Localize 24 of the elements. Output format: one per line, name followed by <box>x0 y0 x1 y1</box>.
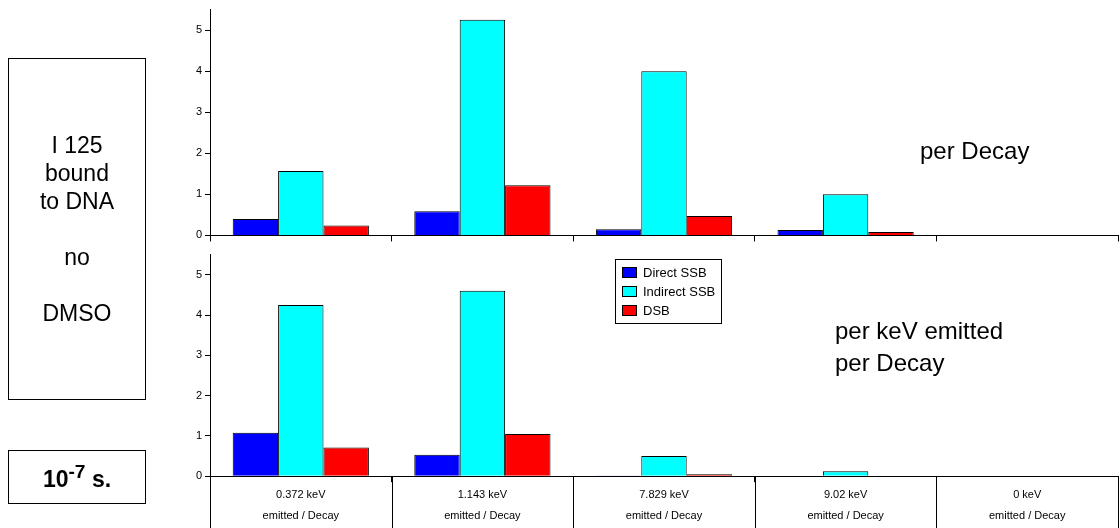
x-tick-label: 0 keV emitted / Decay <box>988 487 1066 521</box>
legend-label: DSB <box>643 302 670 320</box>
x-tick-label: 0.372 keV emitted / Decay <box>262 487 340 521</box>
text: I 125 bound to DNA no DMSO <box>39 132 115 326</box>
y-tick-label: 2 <box>195 146 202 159</box>
annotation: per Decay <box>920 136 1030 166</box>
y-tick-label: 2 <box>195 388 202 401</box>
y-tick-label: 0 <box>195 469 202 482</box>
x-tick-label: 1.143 keV emitted / Decay <box>444 487 522 521</box>
y-tick-label: 4 <box>195 64 202 77</box>
x-tick-label: 7.829 keV emitted / Decay <box>625 487 703 521</box>
y-tick-label: 5 <box>195 267 202 280</box>
x-tick-label: 9.02 keV emitted / Decay <box>807 487 885 521</box>
text: 10$^{-7}$ s. <box>42 461 112 493</box>
y-tick-label: 1 <box>195 187 202 200</box>
y-tick-label: 3 <box>195 105 202 118</box>
y-tick-label: 3 <box>195 348 202 361</box>
y-tick-label: 5 <box>195 23 202 36</box>
y-tick-label: 0 <box>195 228 202 241</box>
y-tick-label: 1 <box>195 428 202 441</box>
legend-label: Direct SSB <box>643 264 707 282</box>
annotation: per keV emitted per Decay <box>835 316 1004 378</box>
y-tick-label: 4 <box>195 308 202 321</box>
legend-label: Indirect SSB <box>643 283 716 301</box>
